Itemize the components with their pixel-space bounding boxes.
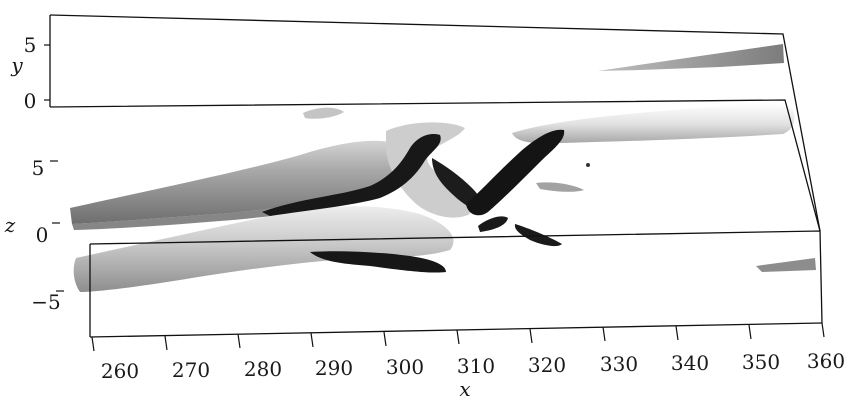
domain-box-back [49,14,821,232]
dark-band-cross [432,158,482,210]
x-tick-label: 360 [807,349,845,373]
swirl-center [386,122,474,218]
tube-upper [70,140,405,224]
dark-band-lower [310,251,446,273]
x-tick-label: 300 [386,355,424,379]
z-tick-label: 5 [32,156,45,180]
x-tick-marks [91,322,825,352]
x-tick-label: 350 [742,350,780,374]
wedge-top-right [598,44,784,71]
y-tick-label: 0 [24,89,37,113]
tube-lower [73,206,454,292]
swirl-cap [303,107,344,119]
vortex-isosurfaces [70,44,816,292]
x-tick-label: 310 [457,354,495,378]
dark-blob-b [514,224,562,247]
fragment-right [536,182,584,192]
x-tick-label: 290 [315,356,353,380]
dark-band-diagonal [466,129,565,216]
z-tick-label: 0 [36,223,49,247]
domain-box-front [49,99,823,338]
y-axis: 5 0 y [10,33,50,113]
x-axis: 260 270 280 290 300 310 320 330 340 350 … [91,322,845,401]
x-axis-label: x [459,377,470,401]
tube-right [512,103,795,144]
speck [586,163,590,167]
x-tick-label: 320 [528,353,566,377]
x-tick-label: 340 [671,351,709,375]
y-tick-label: 5 [24,33,37,57]
dark-band-main [262,134,441,216]
tube-upper-shade [72,190,380,230]
x-tick-label: 280 [244,357,282,381]
dark-blob-a [478,216,508,232]
wedge-bottom-right [756,258,816,272]
y-axis-label: y [10,53,23,77]
x-tick-label: 270 [172,358,210,382]
z-tick-label: −5 [31,290,60,314]
z-axis-label: z [4,213,16,237]
x-tick-label: 260 [101,359,139,383]
z-axis: 5 0 −5 z [4,156,64,314]
x-tick-label: 330 [600,352,638,376]
